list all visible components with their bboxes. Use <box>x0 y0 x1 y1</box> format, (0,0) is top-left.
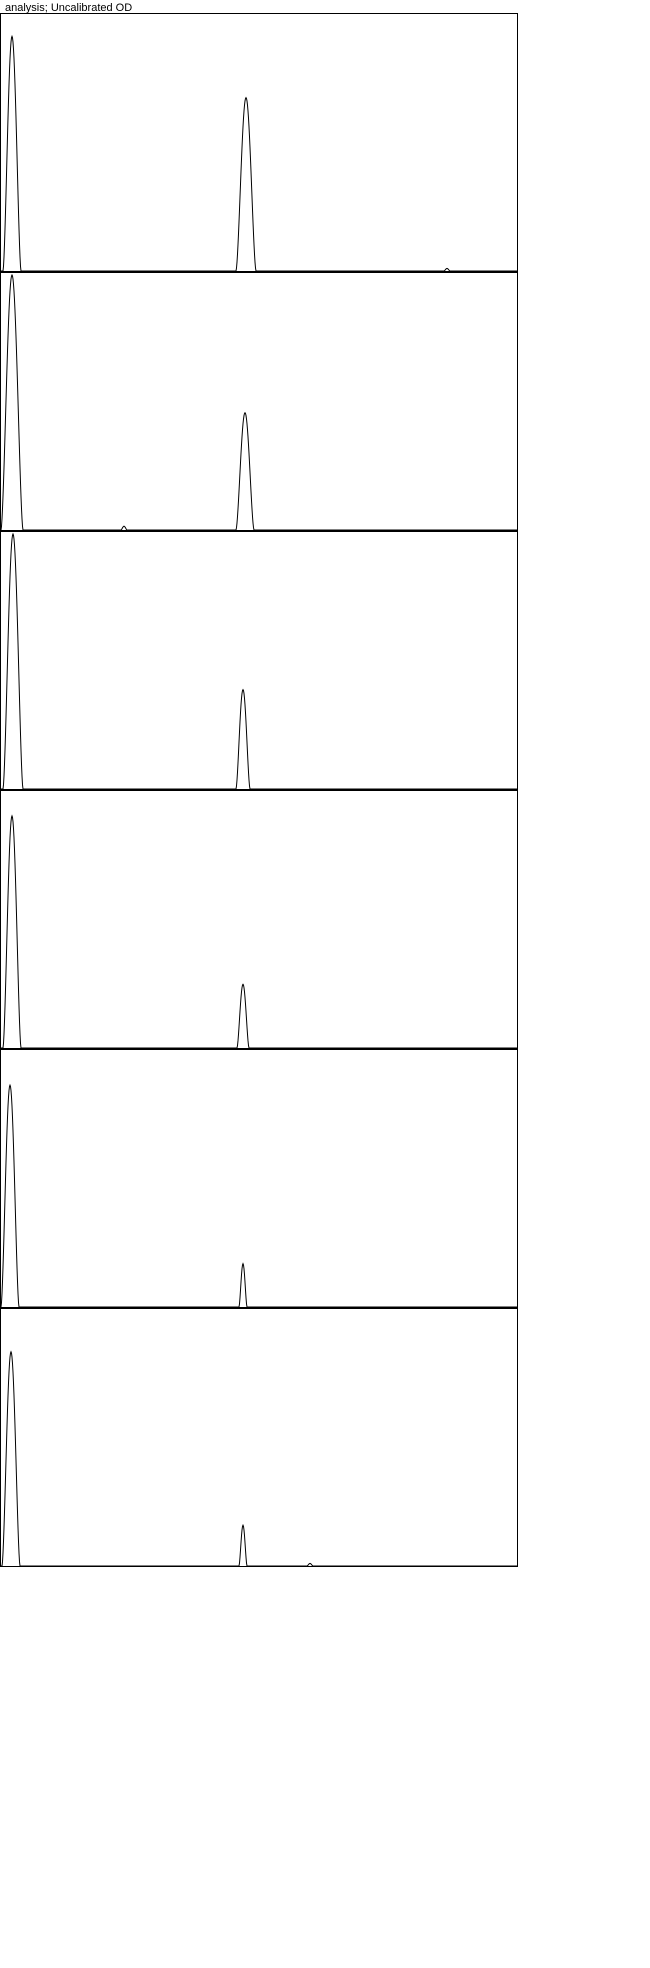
lane-6-frame <box>0 1308 518 1567</box>
lane-4-profile-line <box>1 814 517 1049</box>
lane-1-frame <box>0 13 518 272</box>
lane-2-profile-line <box>0 273 517 531</box>
plot-title: analysis; Uncalibrated OD <box>5 2 133 14</box>
lane-5-frame <box>0 1049 518 1308</box>
lane-5-profile-line <box>0 1083 517 1308</box>
lane-4-frame <box>0 790 518 1049</box>
lane-6-plot <box>0 1308 518 1567</box>
lane-2-frame <box>0 272 518 531</box>
lane-5-plot <box>0 1049 518 1308</box>
lane-3-plot <box>0 531 518 790</box>
lane-6-profile-line <box>1 1350 517 1567</box>
lane-3-profile-line <box>1 532 517 790</box>
lane-1-plot <box>0 13 518 272</box>
lane-1-profile-line <box>1 34 517 272</box>
lane-3-frame <box>0 531 518 790</box>
lane-2-plot <box>0 272 518 531</box>
lane-4-plot <box>0 790 518 1049</box>
